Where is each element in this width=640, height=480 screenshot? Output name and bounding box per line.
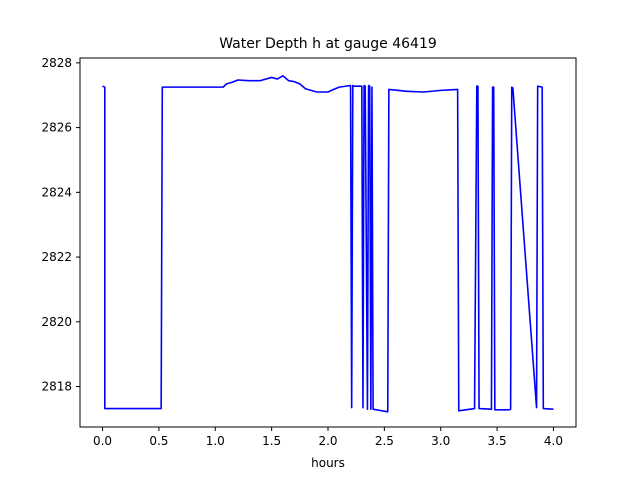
x-tick-label: 4.0 (544, 434, 563, 448)
x-tick-label: 3.5 (488, 434, 507, 448)
plot-area (102, 75, 554, 413)
y-tick-label: 2818 (41, 380, 72, 394)
series-line-0 (102, 75, 554, 413)
x-tick-label: 1.5 (262, 434, 281, 448)
y-tick-label: 2820 (41, 315, 72, 329)
x-tick-label: 3.0 (431, 434, 450, 448)
y-tick-label: 2828 (41, 56, 72, 70)
y-tick-label: 2822 (41, 250, 72, 264)
x-axis-label: hours (311, 456, 345, 470)
x-tick-label: 0.5 (149, 434, 168, 448)
y-tick-label: 2824 (41, 185, 72, 199)
x-tick-label: 0.0 (93, 434, 112, 448)
x-tick-label: 1.0 (206, 434, 225, 448)
x-axis: 0.0 0.5 1.0 1.5 2.0 2.5 3.0 3.5 4.0 (93, 427, 563, 448)
y-axis: 2818 2820 2822 2824 2826 2828 (41, 56, 80, 394)
chart-title: Water Depth h at gauge 46419 (219, 36, 437, 52)
axes-frame (79, 57, 577, 428)
x-tick-label: 2.0 (318, 434, 337, 448)
y-tick-label: 2826 (41, 121, 72, 135)
x-tick-label: 2.5 (375, 434, 394, 448)
